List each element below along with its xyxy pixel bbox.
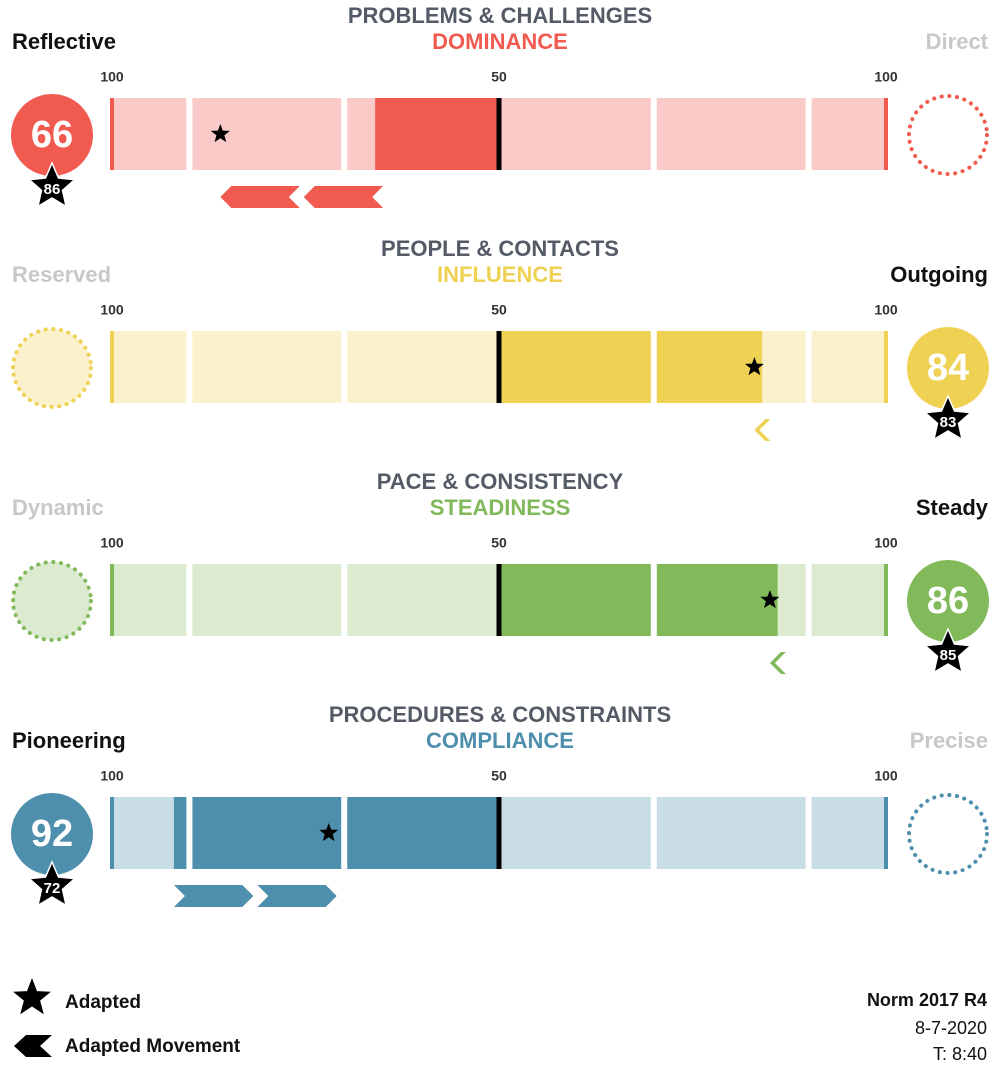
end-line	[884, 564, 888, 636]
end-line	[884, 797, 888, 869]
segment-gap	[341, 98, 348, 170]
score-circle	[11, 94, 93, 176]
adapted-value: 72	[44, 880, 61, 897]
norm: Norm 2017 R4	[867, 990, 987, 1010]
segment-gap	[650, 564, 657, 636]
score-circle	[907, 560, 989, 642]
tick-label: 50	[491, 302, 507, 318]
segment-gap	[186, 797, 193, 869]
movement-chevron	[754, 419, 771, 441]
right-label: Steady	[916, 495, 989, 520]
segment-gap	[186, 331, 193, 403]
movement-chevron	[173, 885, 254, 907]
tick-label: 100	[874, 535, 898, 551]
heading: PROBLEMS & CHALLENGES	[348, 3, 652, 28]
adapted-value: 86	[44, 181, 61, 198]
center-line	[496, 797, 502, 869]
segment-gap	[341, 797, 348, 869]
heading: PACE & CONSISTENCY	[377, 469, 624, 494]
score-value: 92	[31, 813, 73, 855]
segment-gap	[805, 564, 812, 636]
tick-label: 100	[100, 69, 124, 85]
center-line	[496, 98, 502, 170]
tick-label: 50	[491, 535, 507, 551]
segment-gap	[805, 98, 812, 170]
adapted-value: 83	[940, 414, 957, 431]
adapted-star	[760, 590, 780, 609]
score-circle	[907, 327, 989, 409]
score-bar	[375, 98, 499, 170]
end-line	[110, 564, 114, 636]
dimension: INFLUENCE	[437, 262, 563, 287]
tick-label: 100	[100, 535, 124, 551]
legend-chevron-icon	[14, 1035, 52, 1057]
score-value: 84	[927, 347, 969, 389]
segment-gap	[650, 331, 657, 403]
legend-adapted: Adapted	[65, 992, 141, 1013]
segment-gap	[186, 98, 193, 170]
dimension: DOMINANCE	[432, 29, 568, 54]
legend-star-icon	[13, 978, 51, 1015]
adapted-badge	[923, 627, 973, 674]
center-line	[496, 331, 502, 403]
heading: PROCEDURES & CONSTRAINTS	[329, 702, 671, 727]
left-label: Reflective	[12, 29, 116, 54]
heading: PEOPLE & CONTACTS	[381, 236, 619, 261]
tick-label: 100	[874, 768, 898, 784]
date: 8-7-2020	[915, 1018, 987, 1038]
right-label: Precise	[910, 728, 988, 753]
inactive-circle	[11, 560, 93, 642]
movement-chevron	[220, 186, 300, 208]
adapted-star	[744, 357, 764, 376]
time: T: 8:40	[933, 1044, 987, 1064]
end-line	[110, 797, 114, 869]
adapted-value: 85	[940, 647, 957, 664]
end-line	[110, 331, 114, 403]
segment-gap	[650, 98, 657, 170]
end-line	[884, 98, 888, 170]
tick-label: 100	[100, 768, 124, 784]
movement-chevron	[257, 885, 337, 907]
movement-chevron	[303, 186, 384, 208]
score-value: 86	[927, 580, 969, 622]
center-line	[496, 564, 502, 636]
right-label: Outgoing	[890, 262, 988, 287]
segment-gap	[650, 797, 657, 869]
score-bar	[173, 797, 500, 869]
tick-label: 100	[100, 302, 124, 318]
segment-gap	[341, 331, 348, 403]
tick-label: 100	[874, 69, 898, 85]
inactive-circle	[907, 793, 989, 875]
score-bar	[499, 564, 778, 636]
dimension: STEADINESS	[430, 495, 571, 520]
adapted-badge	[923, 394, 973, 441]
dimension: COMPLIANCE	[426, 728, 574, 753]
left-label: Dynamic	[12, 495, 104, 520]
end-line	[110, 98, 114, 170]
segment-gap	[186, 564, 193, 636]
legend-movement: Adapted Movement	[65, 1036, 241, 1057]
tick-label: 100	[874, 302, 898, 318]
adapted-badge	[27, 161, 77, 208]
movement-chevron	[769, 652, 786, 674]
inactive-circle	[11, 327, 93, 409]
end-line	[884, 331, 888, 403]
left-label: Reserved	[12, 262, 111, 287]
adapted-badge	[27, 860, 77, 907]
segment-gap	[805, 331, 812, 403]
tick-label: 50	[491, 768, 507, 784]
segment-gap	[805, 797, 812, 869]
score-bar	[499, 331, 763, 403]
right-label: Direct	[926, 29, 989, 54]
adapted-star	[210, 124, 230, 143]
tick-label: 50	[491, 69, 507, 85]
score-value: 66	[31, 114, 73, 156]
left-label: Pioneering	[12, 728, 126, 753]
segment-gap	[341, 564, 348, 636]
score-circle	[11, 793, 93, 875]
adapted-star	[319, 823, 339, 842]
inactive-circle	[907, 94, 989, 176]
